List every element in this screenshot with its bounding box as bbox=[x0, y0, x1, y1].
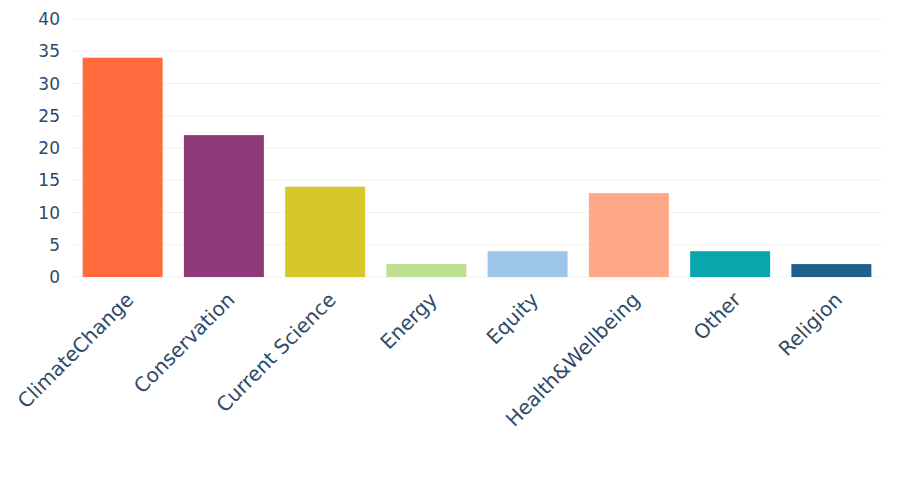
y-tick-label: 30 bbox=[38, 74, 60, 94]
bar bbox=[791, 264, 871, 277]
grid-line bbox=[72, 19, 882, 20]
x-tick-label: Energy bbox=[375, 287, 442, 354]
bars bbox=[83, 58, 872, 277]
y-tick-label: 10 bbox=[38, 203, 60, 223]
x-tick-label: Current Science bbox=[211, 288, 340, 417]
y-tick-label: 0 bbox=[49, 267, 60, 287]
y-tick-label: 5 bbox=[49, 235, 60, 255]
y-tick-label: 20 bbox=[38, 138, 60, 158]
chart-container: 0 5 10 15 20 25 30 35 40 ClimateChangeConservatio… bbox=[0, 0, 900, 493]
x-tick-label: Conservation bbox=[129, 288, 239, 398]
bar bbox=[488, 251, 568, 277]
x-tick-label: Religion bbox=[774, 288, 847, 361]
bar bbox=[285, 187, 365, 277]
chart-svg: 0 5 10 15 20 25 30 35 40 ClimateChangeConservatio… bbox=[0, 0, 900, 493]
x-tick-label: Equity bbox=[481, 287, 543, 349]
x-tick-label: Other bbox=[689, 287, 747, 345]
grid bbox=[72, 19, 882, 277]
bar bbox=[83, 58, 163, 277]
bar bbox=[589, 193, 669, 277]
bar bbox=[386, 264, 466, 277]
grid-line bbox=[72, 83, 882, 84]
y-tick-label: 40 bbox=[38, 9, 60, 29]
x-tick-label: Health&Wellbeing bbox=[501, 288, 645, 432]
y-tick-label: 35 bbox=[38, 41, 60, 61]
bar bbox=[184, 135, 264, 277]
grid-line bbox=[72, 51, 882, 52]
x-tick-label: ClimateChange bbox=[13, 288, 139, 414]
y-tick-label: 25 bbox=[38, 106, 60, 126]
bar bbox=[690, 251, 770, 277]
y-tick-label: 15 bbox=[38, 170, 60, 190]
grid-line bbox=[72, 115, 882, 116]
